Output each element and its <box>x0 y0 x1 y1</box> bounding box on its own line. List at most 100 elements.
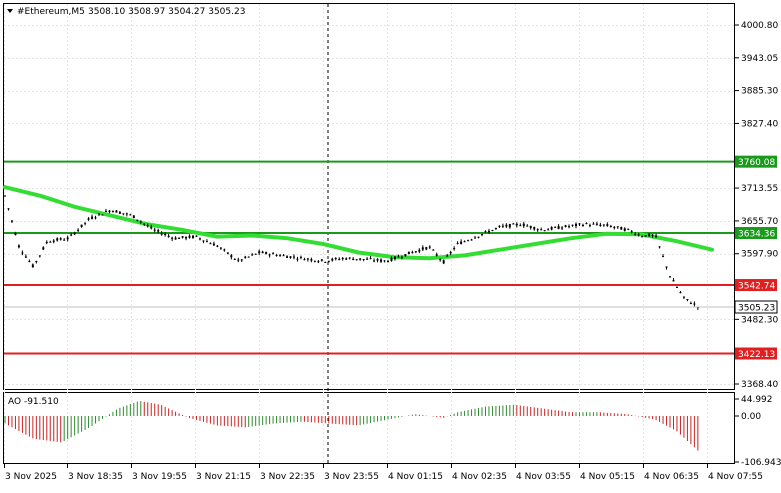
candle <box>84 222 87 226</box>
candle <box>467 239 470 242</box>
price-axis[interactable]: 4000.80 3943.05 3885.30 3827.40 3713.55 3655.… <box>734 21 778 390</box>
candle <box>317 260 320 264</box>
candle <box>233 258 236 261</box>
candle <box>494 227 497 230</box>
candle <box>139 220 142 224</box>
candle <box>129 213 132 216</box>
candle <box>205 239 208 243</box>
candle <box>247 256 250 258</box>
candle <box>588 223 591 228</box>
candle <box>331 257 334 262</box>
candle <box>310 257 313 263</box>
candle <box>675 286 678 288</box>
price-tick-label: 3655.70 <box>741 217 778 227</box>
candle <box>498 225 501 228</box>
main-chart-frame <box>3 3 735 390</box>
candle <box>508 223 511 229</box>
candle <box>38 255 41 258</box>
candle <box>63 238 66 241</box>
candle <box>526 224 529 227</box>
candle <box>94 215 97 220</box>
candle <box>460 239 463 245</box>
candle <box>662 254 665 258</box>
candle <box>658 246 661 249</box>
candle <box>219 247 222 250</box>
candle <box>487 228 490 234</box>
candle <box>188 234 191 239</box>
candle <box>275 253 278 257</box>
candle <box>171 236 174 242</box>
candle <box>366 257 369 260</box>
candle <box>446 253 449 257</box>
time-axis[interactable]: 3 Nov 2025 3 Nov 18:35 3 Nov 19:55 3 Nov 21… <box>4 464 763 482</box>
ao-histogram <box>4 401 699 451</box>
price-tick-label: 4000.80 <box>741 21 778 31</box>
candle <box>261 250 264 254</box>
candle <box>575 222 578 229</box>
dropdown-arrow-icon[interactable] <box>7 9 13 13</box>
indicator-tick-label: 44.992 <box>741 395 773 405</box>
candle <box>77 228 80 233</box>
candle <box>578 222 581 226</box>
candle <box>529 225 532 230</box>
price-candles <box>4 195 699 311</box>
candle <box>24 254 27 259</box>
candle <box>167 233 170 238</box>
candle <box>602 224 605 227</box>
moving-average-line <box>3 185 714 261</box>
candle <box>320 259 323 262</box>
candle <box>282 254 285 257</box>
candle <box>568 224 571 229</box>
candle <box>313 260 316 263</box>
candle <box>338 257 341 261</box>
candle <box>421 245 424 252</box>
indicator-frame <box>3 392 735 464</box>
ao-indicator-label: AO -91.510 <box>8 397 59 407</box>
candle <box>693 301 696 307</box>
candle <box>428 245 431 250</box>
current-price-label: 3505.23 <box>738 304 775 314</box>
candle <box>522 221 525 228</box>
candle <box>355 259 358 261</box>
candle <box>418 248 421 254</box>
horizontal-levels[interactable]: 3760.08 3634.36 3542.74 3422.13 <box>4 155 777 360</box>
candle <box>265 251 268 255</box>
candle <box>136 219 139 222</box>
candle <box>230 253 233 260</box>
candle <box>390 256 393 262</box>
candle <box>258 249 261 256</box>
candle <box>289 256 292 259</box>
price-tick-label: 3597.90 <box>741 250 778 260</box>
candle <box>393 256 396 261</box>
candle <box>251 253 254 256</box>
candle <box>181 236 184 239</box>
candle <box>303 257 306 261</box>
time-tick-label: 4 Nov 05:15 <box>580 472 635 482</box>
candle <box>380 258 383 264</box>
candle <box>157 228 160 234</box>
price-tick-label: 3482.30 <box>741 315 778 325</box>
candle <box>202 240 205 244</box>
candle <box>571 224 574 227</box>
candle <box>651 234 654 238</box>
candle <box>449 250 452 256</box>
candle <box>491 229 494 232</box>
candle <box>7 208 10 211</box>
candle <box>153 227 156 233</box>
candle <box>435 252 438 257</box>
candle <box>362 259 365 262</box>
candle <box>386 259 389 263</box>
level-price-badge <box>735 227 777 240</box>
level-price-label: 3760.08 <box>738 158 775 168</box>
time-tick-label: 3 Nov 23:55 <box>324 472 379 482</box>
candle <box>296 256 299 262</box>
candle <box>66 235 69 242</box>
candle <box>682 296 685 300</box>
candle <box>442 259 445 265</box>
level-price-label: 3634.36 <box>738 230 775 240</box>
candle <box>240 259 243 263</box>
candle <box>98 213 101 217</box>
candle <box>132 215 135 219</box>
